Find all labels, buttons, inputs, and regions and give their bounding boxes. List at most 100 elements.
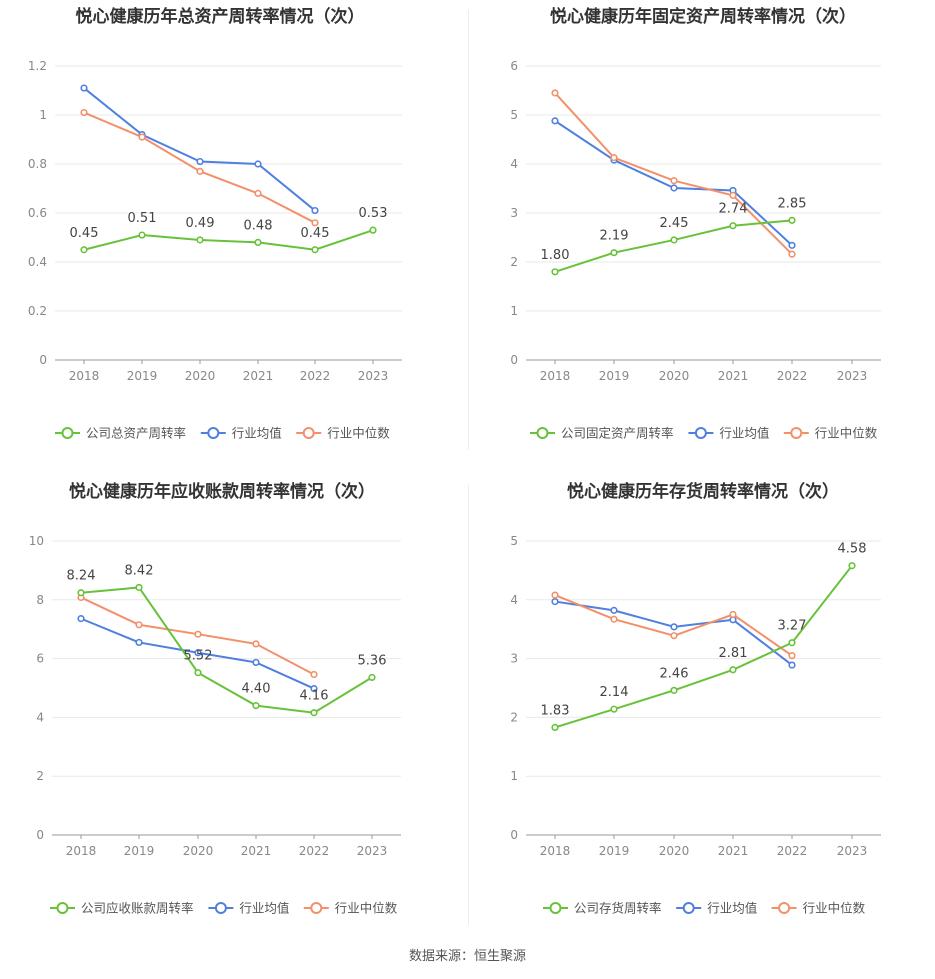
data-point-median — [551, 89, 559, 97]
divider-top — [468, 10, 469, 450]
data-label: 8.24 — [67, 569, 96, 584]
data-point-median — [311, 219, 319, 227]
data-point-company — [80, 246, 88, 254]
data-point-company — [138, 231, 146, 239]
data-label: 3.27 — [778, 619, 807, 634]
data-label: 0.49 — [186, 216, 215, 231]
x-tick-label: 2018 — [540, 369, 571, 383]
data-label: 2.81 — [719, 646, 748, 661]
data-point-company — [788, 639, 796, 647]
legend-marker-company — [61, 427, 74, 439]
x-tick-label: 2020 — [185, 369, 216, 383]
x-tick-label: 2023 — [357, 844, 388, 858]
x-tick-label: 2021 — [241, 844, 272, 858]
x-tick-label: 2020 — [659, 844, 690, 858]
legend-marker-median — [790, 427, 803, 439]
data-point-avg — [788, 241, 796, 249]
series-line-company — [554, 565, 853, 729]
y-tick-label: 1 — [510, 304, 518, 318]
data-point-company — [135, 583, 143, 592]
x-tick-label: 2022 — [777, 369, 808, 383]
data-point-median — [196, 167, 204, 175]
x-tick-label: 2018 — [540, 844, 571, 858]
series-line-company — [83, 229, 374, 251]
data-point-median — [610, 154, 618, 162]
y-tick-label: 8 — [36, 593, 44, 607]
data-label: 0.51 — [128, 211, 157, 226]
data-point-median — [610, 615, 618, 623]
data-point-avg — [80, 84, 88, 92]
y-tick-label: 3 — [510, 206, 518, 220]
y-tick-label: 4 — [510, 593, 518, 607]
data-label: 0.53 — [359, 206, 388, 221]
data-label: 2.19 — [600, 229, 629, 244]
legend-marker-avg — [682, 902, 695, 914]
y-tick-label: 1 — [39, 108, 47, 122]
legend-marker-company — [536, 427, 549, 439]
x-tick-label: 2018 — [66, 844, 97, 858]
y-tick-label: 0.6 — [28, 206, 47, 220]
chart-fixed-asset-turnover: 悦心健康历年固定资产周转率情况（次） 0 1 2 3 4 5 6 2018 2019 2020 202… — [510, 6, 881, 441]
data-point-company — [368, 673, 376, 682]
y-tick-label: 0.2 — [28, 304, 47, 318]
y-tick-label: 0.4 — [28, 255, 47, 269]
data-point-avg — [254, 160, 262, 168]
data-point-company — [729, 222, 737, 230]
data-point-company — [610, 705, 618, 713]
y-tick-label: 0.8 — [28, 157, 47, 171]
data-label: 4.40 — [242, 682, 271, 697]
x-tick-label: 2021 — [718, 844, 749, 858]
y-tick-label: 1.2 — [28, 59, 47, 73]
data-label: 2.45 — [660, 216, 689, 231]
legend-label: 行业均值 — [707, 901, 757, 916]
series-line-median — [83, 111, 316, 224]
data-point-avg — [310, 684, 318, 693]
data-label: 0.48 — [244, 218, 273, 233]
y-tick-label: 2 — [510, 710, 518, 724]
x-tick-label: 2023 — [837, 844, 868, 858]
chart-title: 悦心健康历年应收账款周转率情况（次） — [69, 481, 375, 502]
data-point-avg — [551, 597, 559, 606]
data-point-median — [194, 630, 202, 638]
legend-marker-company — [549, 902, 562, 914]
y-tick-label: 6 — [36, 652, 44, 666]
series-line-company — [80, 586, 373, 714]
legend-marker-company — [56, 902, 69, 914]
divider-bottom — [468, 485, 469, 925]
data-point-median — [670, 632, 678, 640]
data-point-median — [252, 640, 260, 648]
data-point-avg — [194, 649, 202, 657]
y-tick-label: 6 — [510, 59, 518, 73]
data-point-avg — [252, 658, 260, 667]
chart-title: 悦心健康历年存货周转率情况（次） — [567, 481, 839, 502]
data-label: 5.36 — [358, 653, 387, 668]
y-tick-label: 2 — [510, 255, 518, 269]
data-label: 5.52 — [184, 649, 213, 664]
legend-marker-avg — [214, 902, 227, 914]
legend-marker-avg — [207, 427, 220, 439]
data-source: 数据来源：恒生聚源 — [408, 949, 526, 964]
y-tick-label: 5 — [510, 108, 518, 122]
data-label: 0.45 — [70, 226, 99, 241]
x-tick-label: 2019 — [124, 844, 155, 858]
data-point-median — [788, 652, 796, 660]
data-label: 2.85 — [778, 196, 807, 211]
data-label: 2.14 — [600, 685, 629, 700]
y-tick-label: 0 — [36, 828, 44, 842]
data-point-median — [138, 133, 146, 141]
data-point-median — [310, 670, 318, 679]
legend-label: 公司应收账款周转率 — [81, 901, 194, 916]
legend-marker-avg — [694, 427, 707, 439]
legend-label: 公司存货周转率 — [574, 901, 662, 916]
chart-inventory-turnover: 悦心健康历年存货周转率情况（次） 0 1 2 3 4 5 2018 2019 2020 2021 20… — [510, 481, 881, 916]
data-point-median — [254, 189, 262, 197]
data-point-avg — [670, 623, 678, 631]
y-tick-label: 5 — [510, 534, 518, 548]
data-label: 8.42 — [125, 563, 154, 578]
legend-label: 行业中位数 — [327, 426, 390, 441]
data-point-company — [196, 236, 204, 244]
y-tick-label: 2 — [36, 769, 44, 783]
series-line-avg — [83, 87, 316, 212]
y-tick-label: 0 — [510, 828, 518, 842]
data-label: 2.46 — [660, 666, 689, 681]
